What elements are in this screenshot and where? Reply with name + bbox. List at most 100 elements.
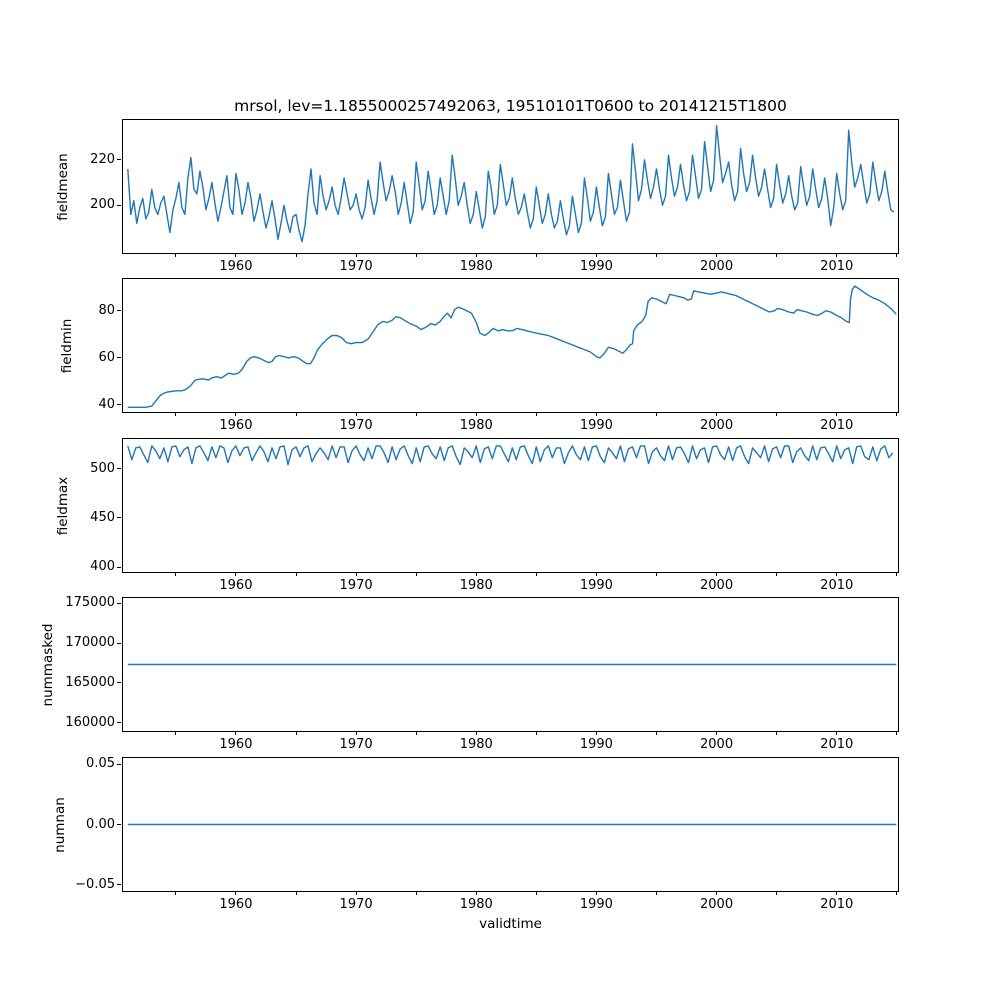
x-tick-mark xyxy=(716,412,718,416)
series-line-nummasked xyxy=(127,663,897,666)
x-tick-label: 1970 xyxy=(339,259,373,274)
y-tick-mark xyxy=(117,404,121,406)
x-minor-tick-mark xyxy=(896,891,898,895)
x-tick-label: 1970 xyxy=(339,418,373,433)
x-tick-mark xyxy=(836,891,838,895)
x-tick-mark xyxy=(595,253,597,257)
x-minor-tick-mark xyxy=(295,891,297,895)
x-tick-mark xyxy=(836,731,838,735)
subplot-fieldmin: 40 60 80 1960 1970 1980 1990 2000 2010 xyxy=(98,278,899,433)
x-minor-tick-mark xyxy=(175,572,177,576)
x-tick-mark xyxy=(235,572,237,576)
y-tick-label: 175000 xyxy=(65,595,115,611)
x-tick-mark xyxy=(475,412,477,416)
y-tick-mark xyxy=(117,884,121,886)
y-tick-mark xyxy=(117,722,121,724)
x-minor-tick-mark xyxy=(535,253,537,257)
y-tick-label: 500 xyxy=(90,460,115,476)
x-tick-label: 2010 xyxy=(820,259,854,274)
x-minor-tick-mark xyxy=(535,891,537,895)
y-tick-label: 80 xyxy=(98,302,115,318)
y-tick-label: −0.05 xyxy=(75,876,115,892)
y-tick-label: 220 xyxy=(90,151,115,167)
x-minor-tick-mark xyxy=(655,891,657,895)
x-tick-label: 1970 xyxy=(339,897,373,912)
x-minor-tick-mark xyxy=(776,731,778,735)
y-tick-label: 165000 xyxy=(65,674,115,690)
x-tick-label: 2010 xyxy=(820,737,854,752)
x-tick-label: 2010 xyxy=(820,418,854,433)
x-tick-label: 1960 xyxy=(219,897,253,912)
x-minor-tick-mark xyxy=(415,253,417,257)
x-tick-mark xyxy=(235,412,237,416)
y-tick-mark xyxy=(117,357,121,359)
x-tick-label: 2010 xyxy=(820,897,854,912)
x-minor-tick-mark xyxy=(415,731,417,735)
series-line-fieldmax xyxy=(127,445,894,466)
x-tick-label: 1980 xyxy=(459,418,493,433)
x-minor-tick-mark xyxy=(655,253,657,257)
y-tick-label: 200 xyxy=(90,197,115,213)
x-tick-mark xyxy=(355,731,357,735)
x-tick-label: 2000 xyxy=(700,737,734,752)
x-tick-mark xyxy=(595,412,597,416)
x-axis-label: validtime xyxy=(479,916,542,932)
subplot-fieldmax: 400 450 500 1960 1970 1980 1990 2000 2010 xyxy=(90,438,899,593)
subplot-numnan: −0.05 0.00 0.05 1960 1970 1980 1990 2000 2010 xyxy=(75,756,899,912)
x-tick-mark xyxy=(836,572,838,576)
x-minor-tick-mark xyxy=(896,572,898,576)
x-minor-tick-mark xyxy=(175,253,177,257)
x-minor-tick-mark xyxy=(415,572,417,576)
x-minor-tick-mark xyxy=(896,731,898,735)
x-tick-mark xyxy=(475,731,477,735)
x-tick-mark xyxy=(716,253,718,257)
x-tick-label: 1990 xyxy=(579,259,613,274)
x-minor-tick-mark xyxy=(655,572,657,576)
x-minor-tick-mark xyxy=(295,412,297,416)
y-tick-mark xyxy=(117,310,121,312)
y-tick-mark xyxy=(117,602,121,604)
x-tick-label: 1990 xyxy=(579,578,613,593)
subplot-fieldmean: 200 220 1960 1970 1980 1990 2000 2010 xyxy=(90,119,899,274)
x-tick-label: 1960 xyxy=(219,578,253,593)
x-tick-label: 1970 xyxy=(339,578,373,593)
x-minor-tick-mark xyxy=(175,412,177,416)
x-minor-tick-mark xyxy=(295,572,297,576)
x-tick-label: 1990 xyxy=(579,897,613,912)
x-tick-mark xyxy=(355,891,357,895)
y-tick-label: 40 xyxy=(98,396,115,412)
x-tick-mark xyxy=(716,731,718,735)
subplot-nummasked: 160000 165000 170000 175000 1960 1970 1980 1990… xyxy=(65,595,899,752)
y-tick-label: 160000 xyxy=(65,714,115,730)
x-tick-mark xyxy=(595,891,597,895)
y-axis-label-fieldmean: fieldmean xyxy=(55,152,71,221)
x-tick-label: 1970 xyxy=(339,737,373,752)
x-tick-label: 1990 xyxy=(579,418,613,433)
x-tick-label: 1960 xyxy=(219,418,253,433)
y-tick-label: 170000 xyxy=(65,635,115,651)
x-minor-tick-mark xyxy=(295,731,297,735)
x-minor-tick-mark xyxy=(896,412,898,416)
series-line-fieldmin xyxy=(127,285,897,409)
x-tick-mark xyxy=(235,891,237,895)
x-minor-tick-mark xyxy=(415,412,417,416)
y-tick-mark xyxy=(117,204,121,206)
y-tick-mark xyxy=(117,566,121,568)
x-tick-label: 1980 xyxy=(459,897,493,912)
x-tick-label: 2010 xyxy=(820,578,854,593)
x-minor-tick-mark xyxy=(535,572,537,576)
y-tick-label: 0.00 xyxy=(86,816,115,832)
x-tick-mark xyxy=(355,412,357,416)
y-tick-mark xyxy=(117,468,121,470)
series-line-numnan xyxy=(127,823,897,826)
x-tick-mark xyxy=(235,731,237,735)
y-tick-label: 0.05 xyxy=(86,756,115,772)
x-tick-mark xyxy=(355,253,357,257)
x-tick-label: 1960 xyxy=(219,259,253,274)
y-tick-mark xyxy=(117,642,121,644)
x-tick-label: 1960 xyxy=(219,737,253,752)
y-axis-label-numnan: numnan xyxy=(52,796,68,853)
x-tick-label: 1980 xyxy=(459,737,493,752)
x-tick-mark xyxy=(475,572,477,576)
x-tick-label: 2000 xyxy=(700,897,734,912)
